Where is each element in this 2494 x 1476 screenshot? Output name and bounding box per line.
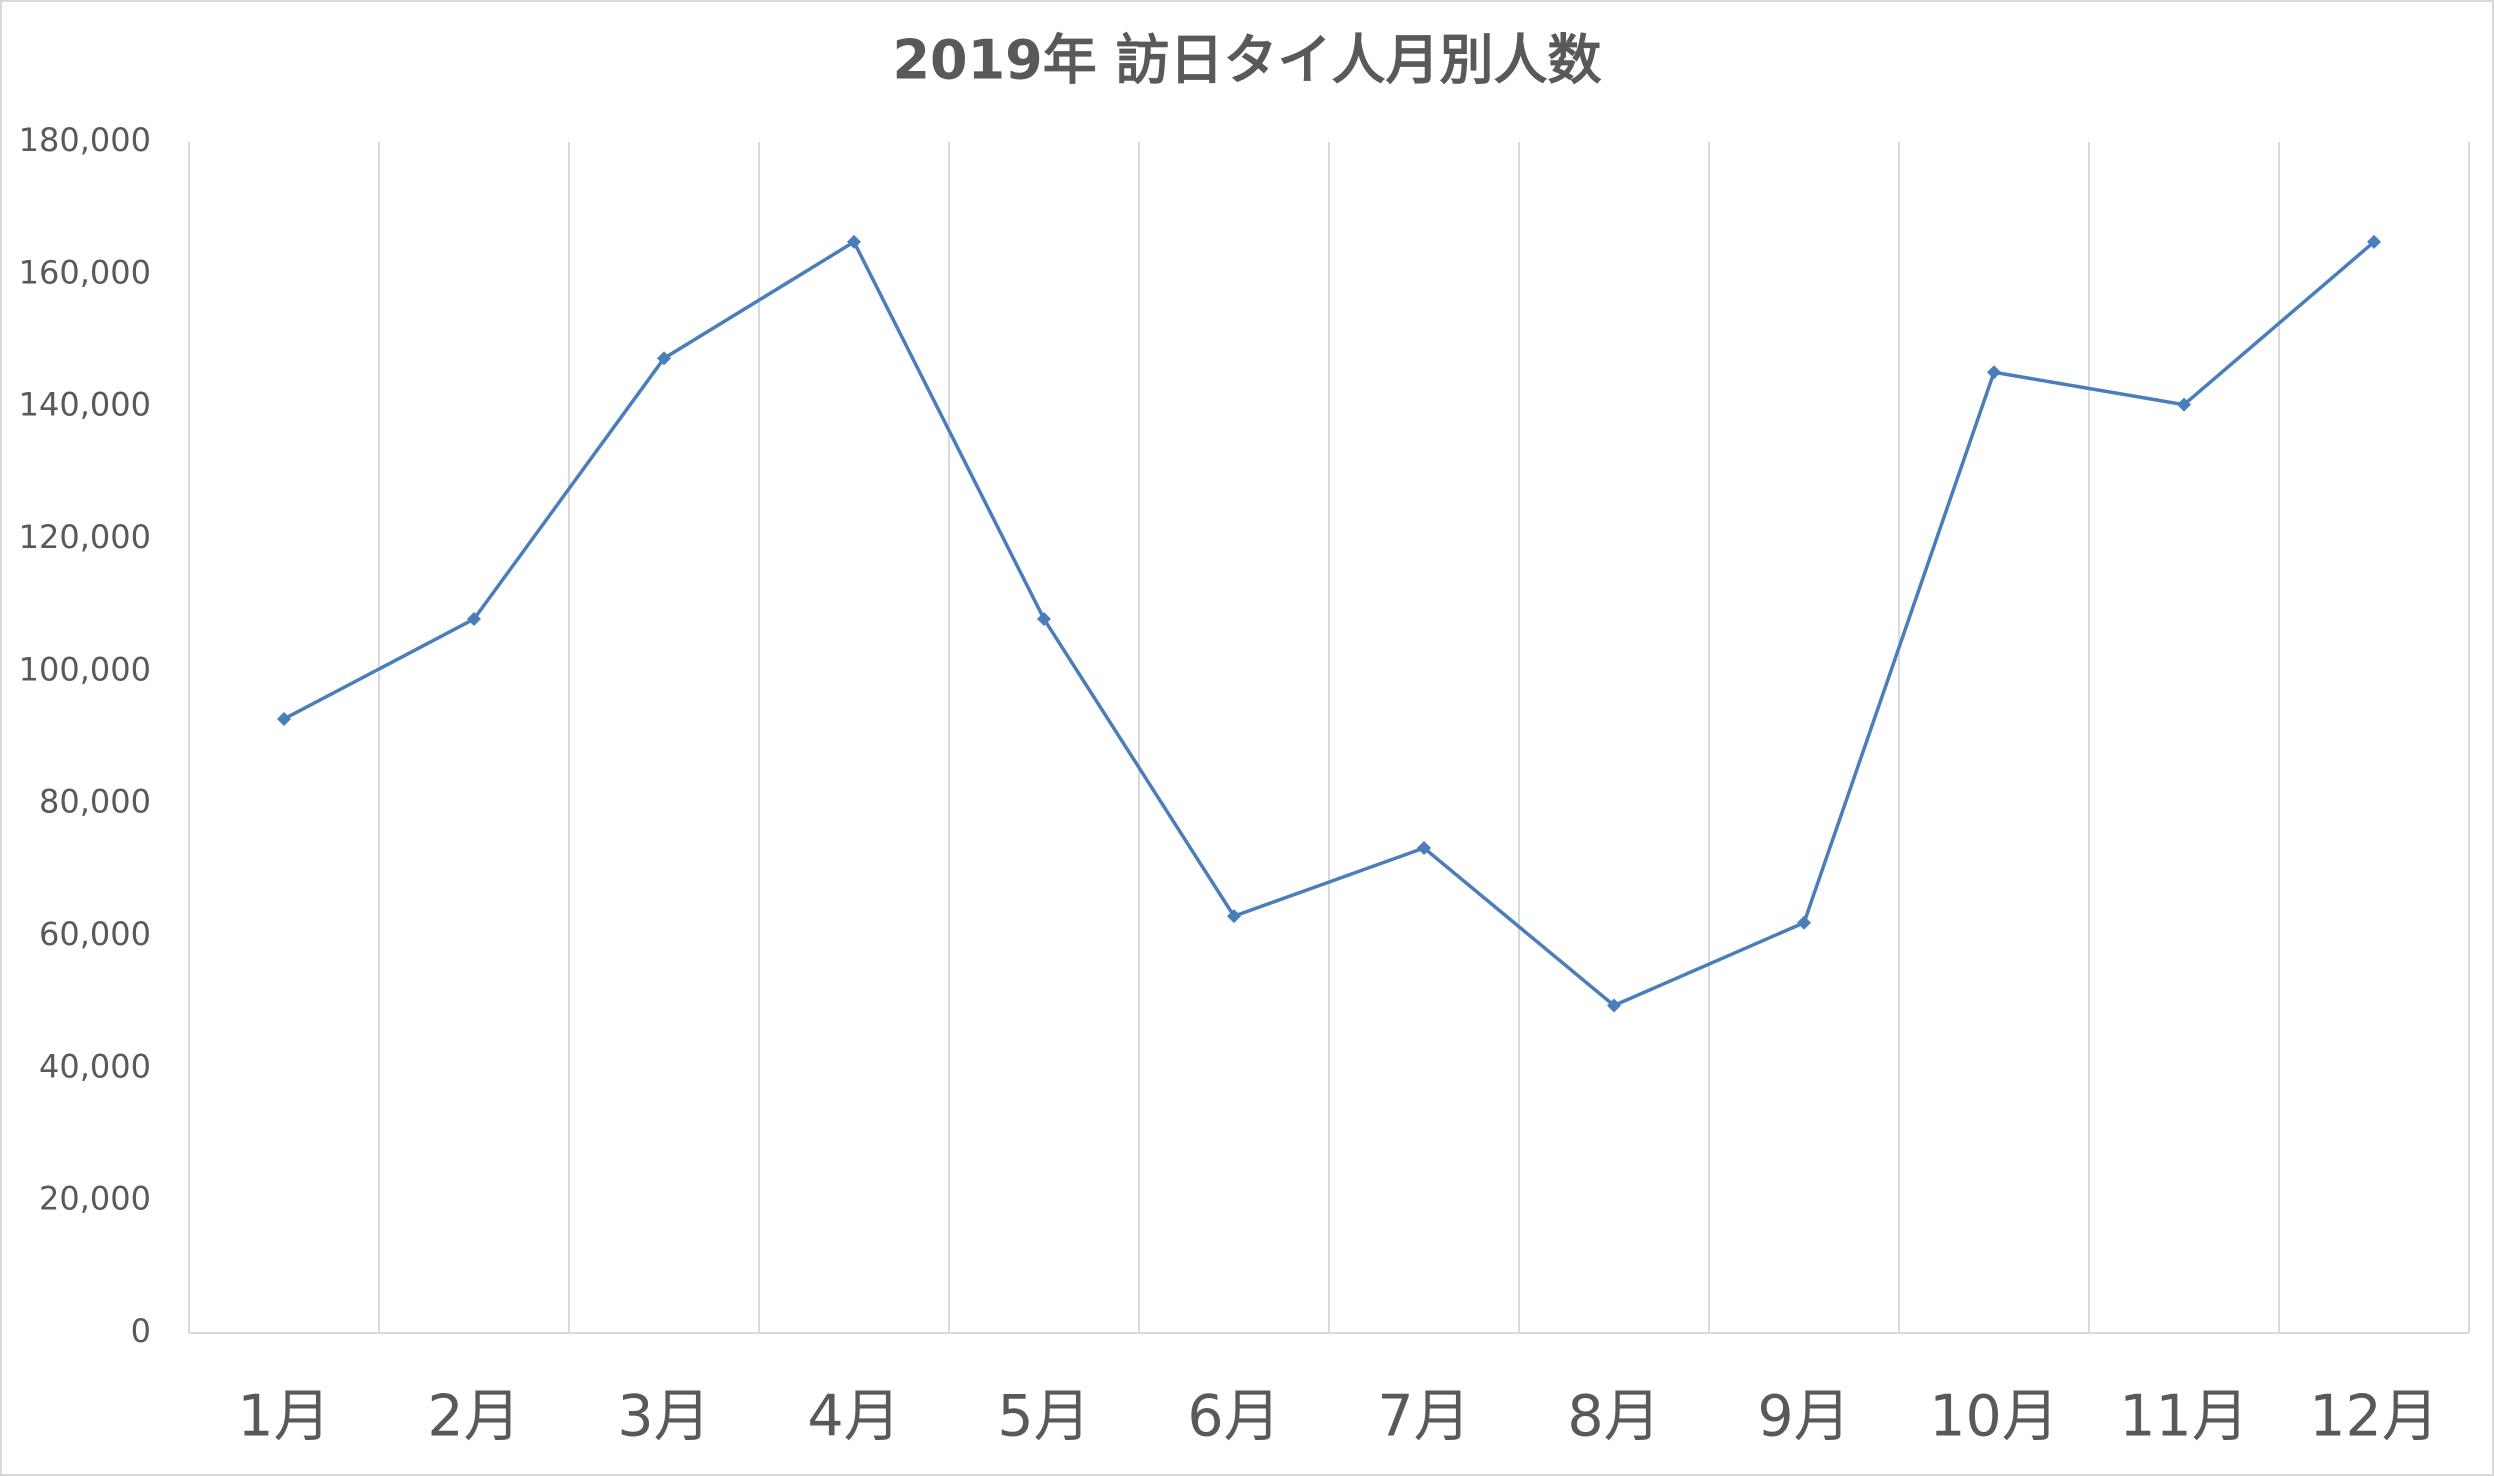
x-tick-label: 8月 (1567, 1384, 1660, 1450)
x-tick-label: 2月 (427, 1384, 520, 1450)
y-tick-label: 80,000 (39, 783, 151, 821)
x-tick-label: 1月 (237, 1384, 330, 1450)
chart-title: 2019年 訪日タイ人月別人数 (892, 29, 1601, 92)
data-point (277, 711, 291, 726)
y-tick-label: 20,000 (39, 1180, 151, 1218)
data-point (1797, 915, 1811, 930)
data-point (2177, 397, 2191, 412)
y-tick-label: 100,000 (19, 650, 151, 688)
y-tick-label: 180,000 (19, 121, 151, 159)
x-tick-label: 9月 (1757, 1384, 1850, 1450)
data-point (1987, 365, 2001, 380)
y-tick-label: 40,000 (39, 1047, 151, 1085)
y-tick-label: 0 (131, 1312, 151, 1350)
data-point (1417, 840, 1431, 855)
data-point (1037, 612, 1051, 627)
y-tick-label: 120,000 (19, 518, 151, 556)
x-tick-label: 10月 (1929, 1384, 2059, 1450)
x-tick-label: 7月 (1377, 1384, 1470, 1450)
x-tick-label: 4月 (807, 1384, 900, 1450)
series-line (283, 239, 2376, 1008)
x-tick-label: 3月 (617, 1384, 710, 1450)
y-tick-label: 140,000 (19, 386, 151, 424)
data-point (847, 234, 861, 249)
data-point (1227, 909, 1241, 924)
x-tick-label: 11月 (2119, 1384, 2249, 1450)
data-point (1607, 998, 1621, 1013)
y-tick-label: 160,000 (19, 253, 151, 291)
x-tick-label: 5月 (997, 1384, 1090, 1450)
data-point (657, 351, 671, 366)
y-tick-label: 60,000 (39, 915, 151, 953)
data-point (467, 612, 481, 627)
x-tick-label: 6月 (1187, 1384, 1280, 1450)
data-point (2367, 234, 2381, 249)
x-tick-label: 12月 (2309, 1384, 2439, 1450)
